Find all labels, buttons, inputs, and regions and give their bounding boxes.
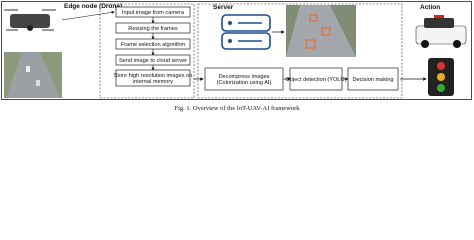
server-box bbox=[197, 3, 403, 99]
arrow bbox=[61, 10, 115, 21]
step-label: Store high resolution images on internal … bbox=[114, 73, 193, 85]
section-label: Edge node (Drone) bbox=[64, 3, 122, 10]
drone-image bbox=[4, 9, 56, 31]
server-icon bbox=[221, 14, 271, 50]
step-box bbox=[347, 67, 399, 91]
step-box bbox=[115, 69, 191, 87]
step-label: Decompress images (Colorization using AI) bbox=[217, 74, 272, 86]
detection-image bbox=[286, 5, 356, 57]
caption: Fig. 1. Overview of the IoT-UAV-AI frame… bbox=[174, 105, 300, 112]
step-label: Decision making bbox=[352, 77, 393, 83]
edge-box bbox=[99, 3, 195, 99]
traffic-light bbox=[428, 58, 454, 96]
section-label: Server bbox=[213, 4, 234, 11]
frame bbox=[1, 1, 472, 100]
step-label: Object detection (YOLO) bbox=[285, 77, 346, 83]
diagram: Edge node (Drone) Input image from camer… bbox=[1, 1, 472, 112]
police-car bbox=[415, 15, 467, 48]
road-image bbox=[4, 52, 62, 98]
step-label: Resizing the frames bbox=[128, 26, 178, 32]
section-label: Action bbox=[420, 4, 440, 11]
step-label: Frame selection algorithm bbox=[121, 42, 186, 48]
step-label: Input image from camera bbox=[122, 10, 185, 16]
step-label: Send image to cloud server bbox=[119, 58, 187, 64]
